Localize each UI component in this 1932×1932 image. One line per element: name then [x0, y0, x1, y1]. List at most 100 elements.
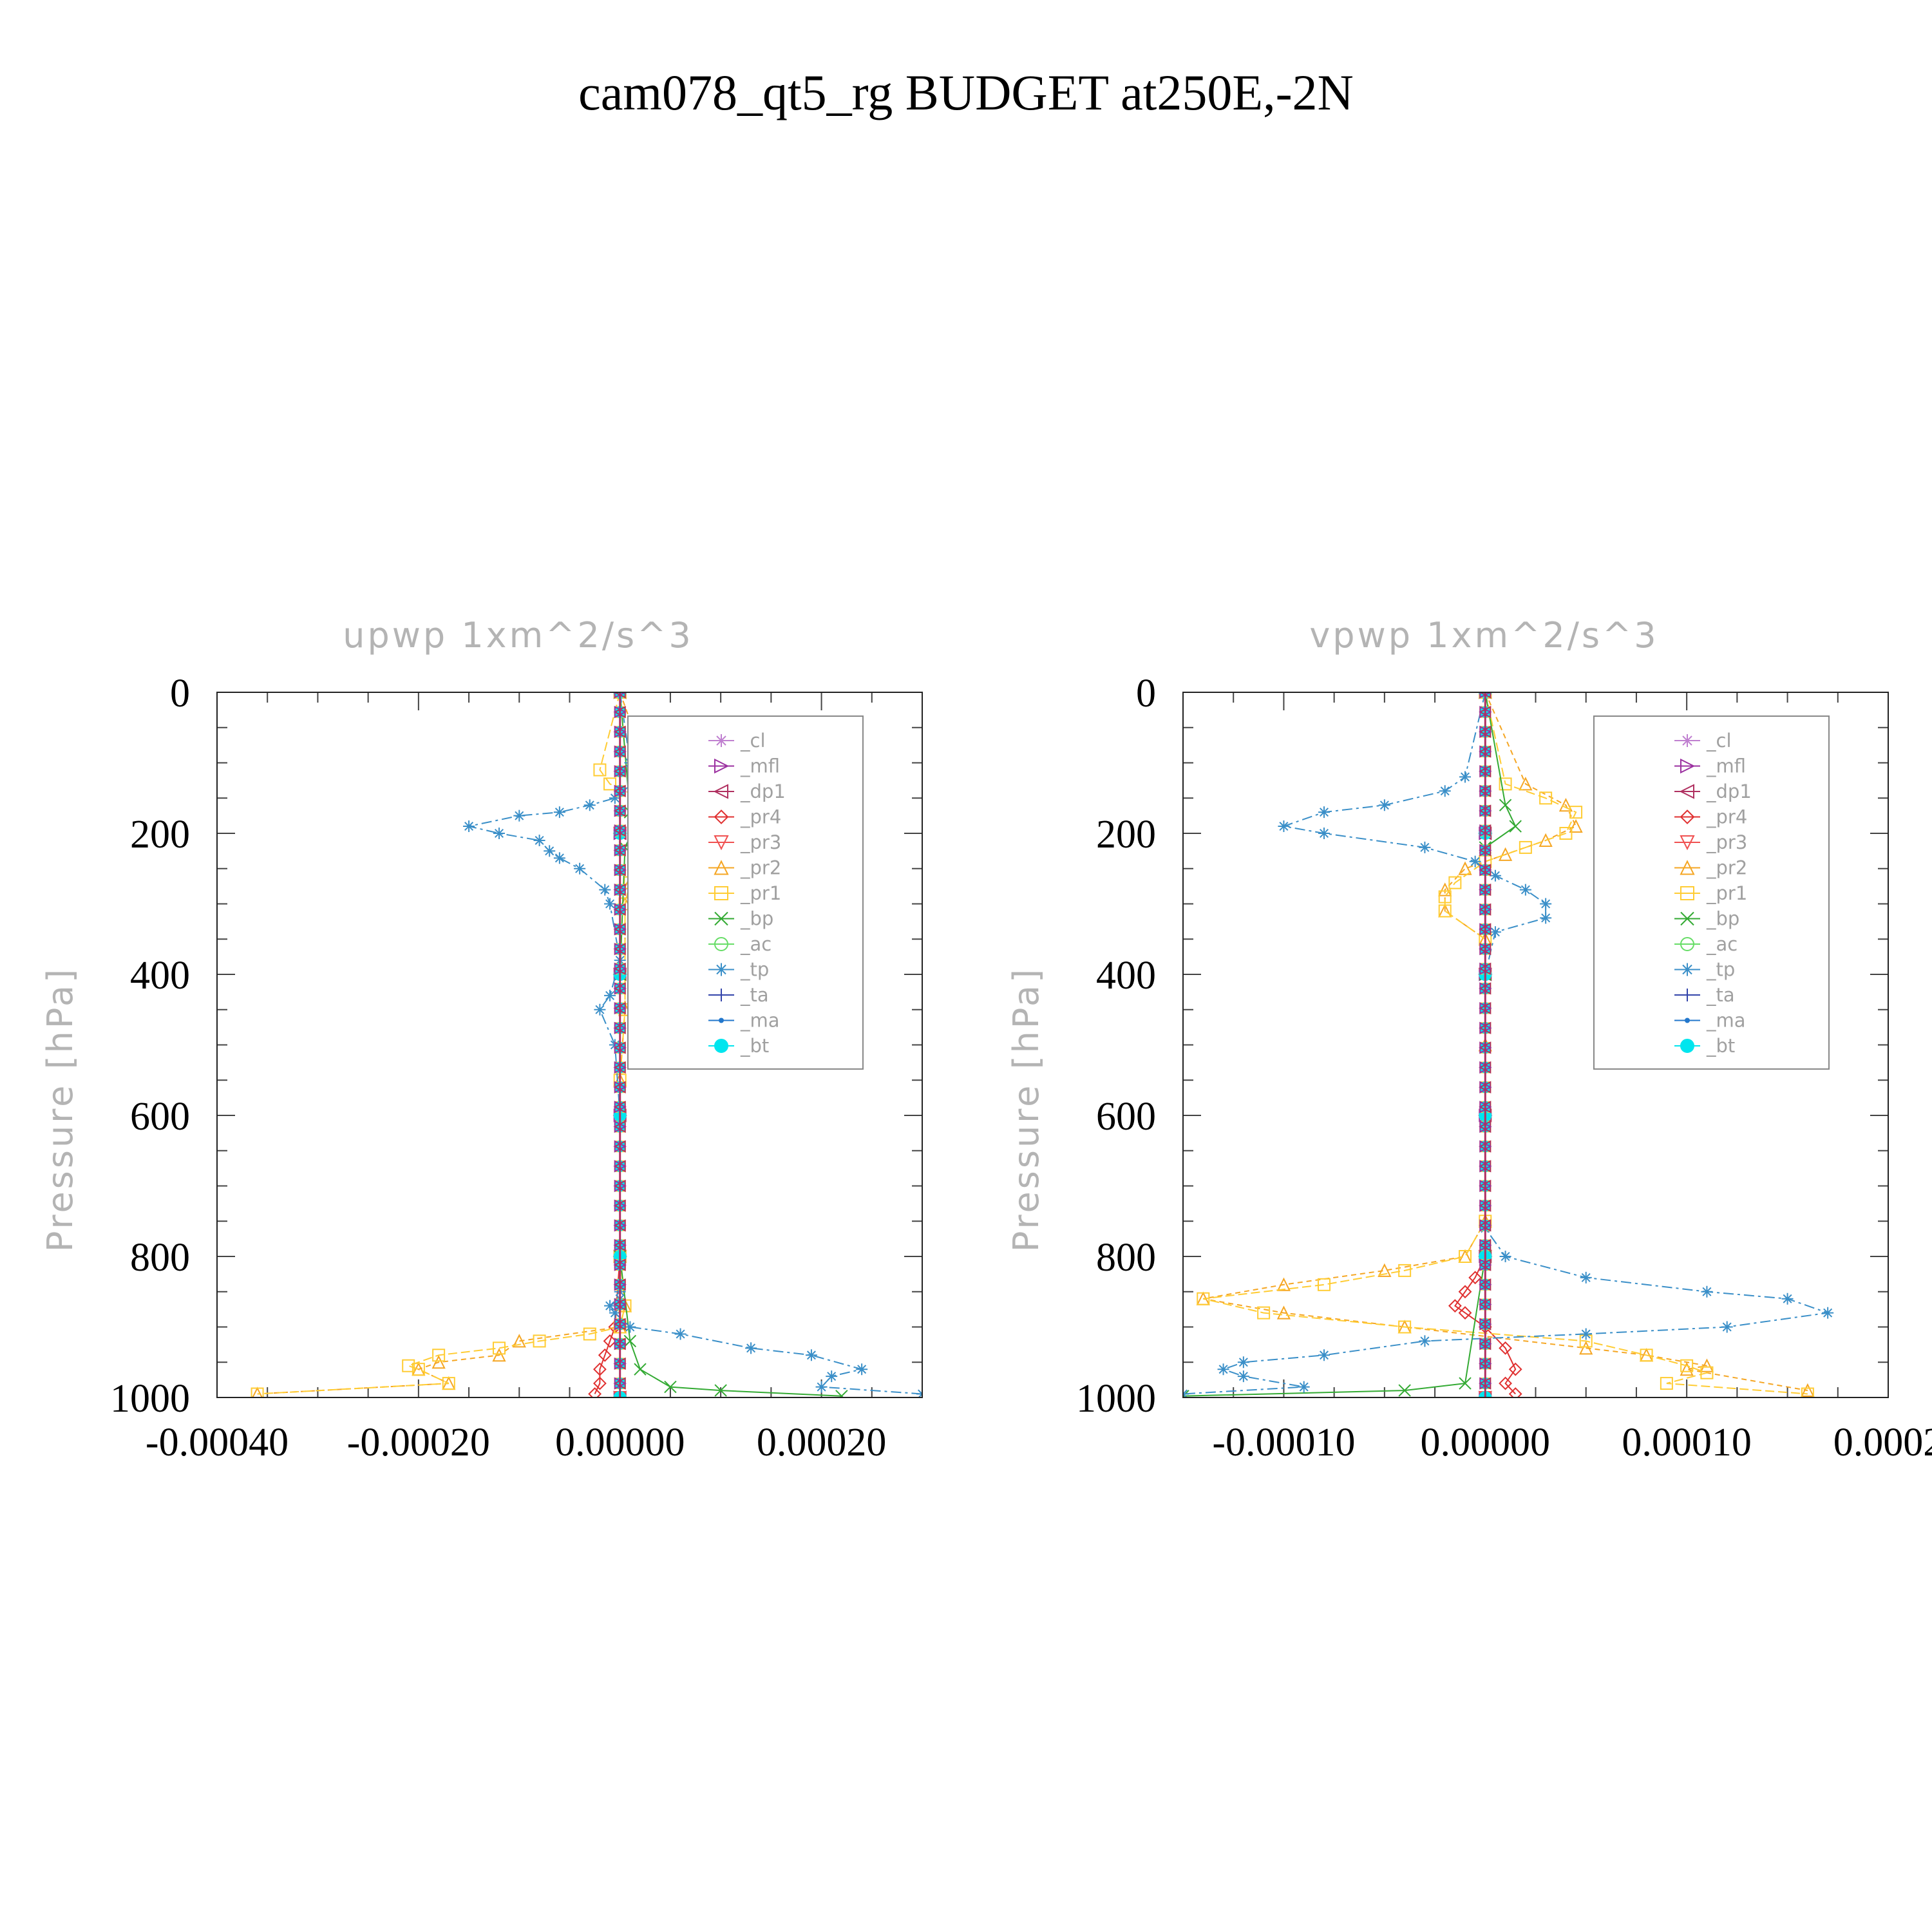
panel-upwp: upwp 1xm^2/s^3 Pressure [hPa] 0 200 400 600 80… — [40, 615, 923, 1464]
series-point_pr4 — [593, 1362, 607, 1376]
series-point_bp — [714, 1384, 727, 1397]
legend-marker_pr2 — [1680, 860, 1695, 875]
legend-marker_bt — [1680, 1039, 1694, 1053]
panel-vpwp: vpwp 1xm^2/s^3 Pressure [hPa] 0 200 400 600 80… — [1006, 615, 1932, 1464]
legend-marker_tp — [1681, 963, 1694, 976]
series-point_tp — [599, 884, 611, 896]
legend-label: _pr1 — [740, 882, 781, 904]
y-tick-label: 200 — [1096, 813, 1156, 857]
plot-frame — [1182, 692, 1889, 1398]
series-point_tp — [544, 845, 556, 857]
series-point_tp — [1298, 1381, 1310, 1393]
legend-label: _cl — [1706, 730, 1732, 752]
x-tick-label: -0.00010 — [1212, 1421, 1355, 1464]
series-group — [251, 692, 922, 1397]
series-point_pr1 — [1197, 1292, 1210, 1305]
series-point_bp — [623, 1334, 637, 1348]
series-group — [1183, 692, 1834, 1397]
series-point_tp — [463, 820, 475, 833]
series-point_pr2 — [492, 1348, 506, 1362]
series-point_pr1 — [1569, 806, 1583, 819]
series-point_pr2 — [1458, 861, 1472, 875]
series-point_tp — [805, 1349, 817, 1361]
series-point_tp — [1419, 1335, 1431, 1347]
series-point_pr1 — [1448, 876, 1462, 889]
series-point_pr1 — [583, 1327, 596, 1341]
legend-label: _bp — [740, 908, 773, 930]
series-point_pr1 — [442, 1377, 455, 1390]
series-point_tp — [513, 810, 526, 822]
x-tick-label: 0.00010 — [1622, 1421, 1752, 1464]
legend-label: _pr4 — [740, 806, 781, 828]
series-point_tp — [1459, 771, 1471, 783]
x-tick-label: 0.00000 — [1421, 1421, 1551, 1464]
legend-label: _mfl — [1706, 755, 1746, 777]
legend-label: _cl — [740, 730, 766, 752]
series-point_pr2 — [1569, 819, 1583, 833]
series-point_pr4 — [1508, 1362, 1522, 1376]
legend-marker_ac — [714, 937, 728, 951]
legend-marker_ma — [1685, 1018, 1690, 1023]
series-point_pr2 — [1700, 1358, 1714, 1372]
legend-label: _ac — [740, 933, 772, 955]
series-point_pr2 — [1458, 1249, 1472, 1263]
legend-marker_mfl — [714, 758, 730, 774]
series-point_tp — [745, 1342, 757, 1354]
series-point_pr1 — [1257, 1306, 1271, 1320]
legend-label: _ma — [740, 1010, 780, 1032]
legend-label: _tp — [740, 959, 769, 981]
series-point_pr1 — [1640, 1349, 1653, 1362]
legend-label: _dp1 — [740, 781, 786, 802]
legend-marker_ta — [1681, 989, 1694, 1001]
series-point_pr4 — [1499, 1341, 1512, 1355]
panel-title: upwp 1xm^2/s^3 — [343, 615, 694, 656]
series-point_tp — [583, 799, 596, 811]
series-point_pr4 — [588, 1387, 602, 1397]
y-tick-label: 800 — [1096, 1236, 1156, 1280]
legend-marker_ta — [715, 989, 728, 1001]
legend-box — [1593, 715, 1830, 1070]
series-point_tp — [1318, 806, 1330, 819]
legend-marker_pr2 — [714, 860, 729, 875]
series-point_pr4 — [593, 1376, 607, 1390]
legend-marker_cl — [715, 734, 728, 747]
series-point_tp — [1469, 855, 1481, 867]
series-point_pr1 — [412, 1363, 425, 1376]
series-point_pr1 — [593, 763, 607, 777]
x-tick-label: 0.0002 — [1833, 1421, 1932, 1464]
y-tick-label: 400 — [1096, 954, 1156, 998]
series-point_tp — [553, 806, 565, 819]
legend-marker_tp — [715, 963, 728, 976]
legend-marker_cl — [1681, 734, 1694, 747]
series-point_tp — [1822, 1307, 1834, 1319]
series-point_pr4 — [1458, 1285, 1472, 1299]
series-point_tp — [604, 898, 616, 910]
y-tick-label: 600 — [130, 1095, 190, 1139]
legend-marker_pr4 — [1680, 810, 1695, 824]
legend-marker_bp — [1680, 911, 1694, 926]
series-line_pr1 — [1203, 692, 1808, 1395]
y-tick-label: 0 — [170, 672, 190, 715]
series-point_pr2 — [1378, 1263, 1392, 1277]
legend-label: _mfl — [740, 755, 780, 777]
legend-label: _ta — [740, 984, 769, 1006]
series-point_pr2 — [1579, 1341, 1593, 1355]
series-point_tp — [1318, 1349, 1330, 1361]
series-point_tp — [674, 1328, 687, 1340]
series-point_pr1 — [1519, 840, 1532, 854]
series-point_pr4 — [603, 1334, 617, 1348]
series-point_pr2 — [1498, 847, 1513, 861]
legend-label: _pr3 — [740, 831, 781, 853]
series-point_pr1 — [1459, 1250, 1472, 1263]
series-point_tp — [1439, 785, 1451, 797]
legend-marker_mfl — [1680, 758, 1696, 774]
series-point_pr4 — [1508, 1387, 1522, 1397]
legend-box — [627, 715, 864, 1070]
y-tick-label: 1000 — [1076, 1377, 1156, 1421]
panel-title: vpwp 1xm^2/s^3 — [1309, 615, 1658, 656]
series-point_bp — [1509, 820, 1522, 833]
series-point_pr1 — [1559, 827, 1573, 840]
series-point_pr2 — [1438, 882, 1452, 896]
series-point_tp — [826, 1370, 838, 1383]
